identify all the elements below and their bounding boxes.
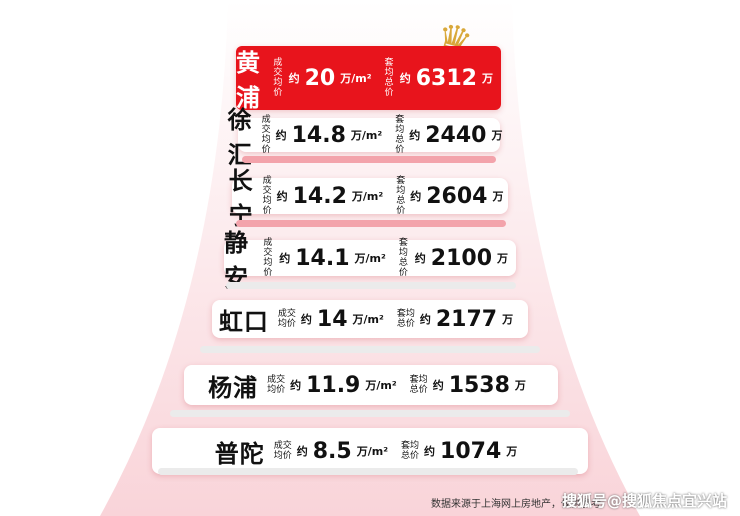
price-unit: 万/m² (350, 129, 383, 142)
avg-total-label: 套均 总价 (396, 309, 415, 329)
approx-label: 约 (424, 445, 436, 458)
avg-price-label: 成交 均价 (277, 309, 296, 329)
avg-price-label: 成交 均价 (263, 238, 273, 278)
avg-price-value: 14 (316, 306, 348, 332)
total-unit: 万 (514, 379, 526, 392)
avg-total-label: 套均 总价 (396, 176, 406, 216)
approx-label: 约 (279, 252, 291, 265)
approx-label: 约 (432, 379, 444, 392)
total-unit: 万 (481, 72, 493, 85)
avg-total-value: 1538 (448, 372, 510, 398)
district-name: 虹口 (218, 307, 269, 336)
district-row: 虹口 成交 均价 约 14 万/m² 套均 总价 约 2177 万 (212, 300, 528, 338)
approx-label: 约 (276, 190, 288, 203)
approx-label: 约 (399, 72, 411, 85)
approx-label: 约 (275, 129, 287, 142)
avg-price-value: 8.5 (312, 438, 352, 464)
avg-total-label: 套均 总价 (401, 441, 420, 461)
district-name: 杨浦 (208, 373, 259, 402)
step-bar (158, 468, 578, 475)
avg-total-label: 套均 总价 (384, 58, 394, 98)
price-unit: 万/m² (352, 313, 384, 326)
avg-total-value: 2177 (435, 306, 498, 332)
district-name: 普陀 (214, 439, 265, 468)
district-row: 长宁 成交 均价 约 14.2 万/m² 套均 总价 约 2604 万 (229, 167, 508, 230)
total-unit: 万 (492, 190, 504, 203)
watermark: 搜狐号@搜狐焦点宜兴站 (562, 492, 728, 510)
price-unit: 万/m² (356, 445, 389, 458)
step-bar (200, 346, 540, 353)
approx-label: 约 (410, 190, 422, 203)
avg-price-value: 20 (304, 65, 336, 91)
step-bar (170, 410, 570, 417)
price-unit: 万/m² (340, 72, 372, 85)
avg-total-value: 2440 (425, 122, 487, 148)
step-bar (226, 282, 516, 289)
total-unit: 万 (497, 252, 508, 265)
avg-price-value: 14.1 (295, 245, 350, 271)
total-unit: 万 (491, 129, 503, 142)
avg-total-value: 2604 (426, 183, 488, 209)
avg-price-label: 成交 均价 (261, 115, 271, 155)
approx-label: 约 (288, 72, 300, 85)
avg-price-label: 成交 均价 (262, 176, 272, 216)
avg-total-value: 1074 (440, 438, 502, 464)
avg-price-value: 14.2 (292, 183, 347, 209)
avg-total-label: 套均 总价 (398, 238, 408, 278)
avg-price-label: 成交 均价 (273, 441, 292, 461)
approx-label: 约 (296, 445, 308, 458)
approx-label: 约 (414, 252, 426, 265)
district-row: 黄浦 成交 均价 约 20 万/m² 套均 总价 约 6312 万 (236, 46, 501, 112)
avg-total-value: 2100 (430, 245, 492, 271)
district-name: 黄浦 (236, 49, 261, 112)
approx-label: 约 (290, 379, 302, 392)
district-row: 普陀 成交 均价 约 8.5 万/m² 套均 总价 约 1074 万 (152, 428, 588, 474)
source-note: 数据来源于上海网上房地产，仅供参考 (431, 499, 601, 510)
avg-price-label: 成交 均价 (273, 58, 283, 98)
district-row: 徐汇 成交 均价 约 14.8 万/m² 套均 总价 约 2440 万 (228, 106, 503, 169)
step-bar (242, 156, 496, 163)
district-row: 杨浦 成交 均价 约 11.9 万/m² 套均 总价 约 1538 万 (184, 365, 558, 405)
total-unit: 万 (506, 445, 518, 458)
price-unit: 万/m² (354, 252, 386, 265)
approx-label: 约 (300, 313, 312, 326)
avg-total-label: 套均 总价 (409, 375, 428, 395)
avg-total-label: 套均 总价 (395, 115, 405, 155)
approx-label: 约 (419, 313, 431, 326)
approx-label: 约 (409, 129, 421, 142)
price-unit: 万/m² (365, 379, 397, 392)
avg-price-label: 成交 均价 (267, 375, 286, 395)
price-unit: 万/m² (351, 190, 384, 203)
avg-total-value: 6312 (415, 65, 477, 91)
step-bar (236, 220, 506, 227)
total-unit: 万 (502, 313, 514, 326)
avg-price-value: 11.9 (306, 372, 361, 398)
avg-price-value: 14.8 (291, 122, 346, 148)
district-row: 静安 成交 均价 约 14.1 万/m² 套均 总价 约 2100 万 (224, 229, 516, 292)
district-name: 徐汇 (227, 106, 253, 169)
